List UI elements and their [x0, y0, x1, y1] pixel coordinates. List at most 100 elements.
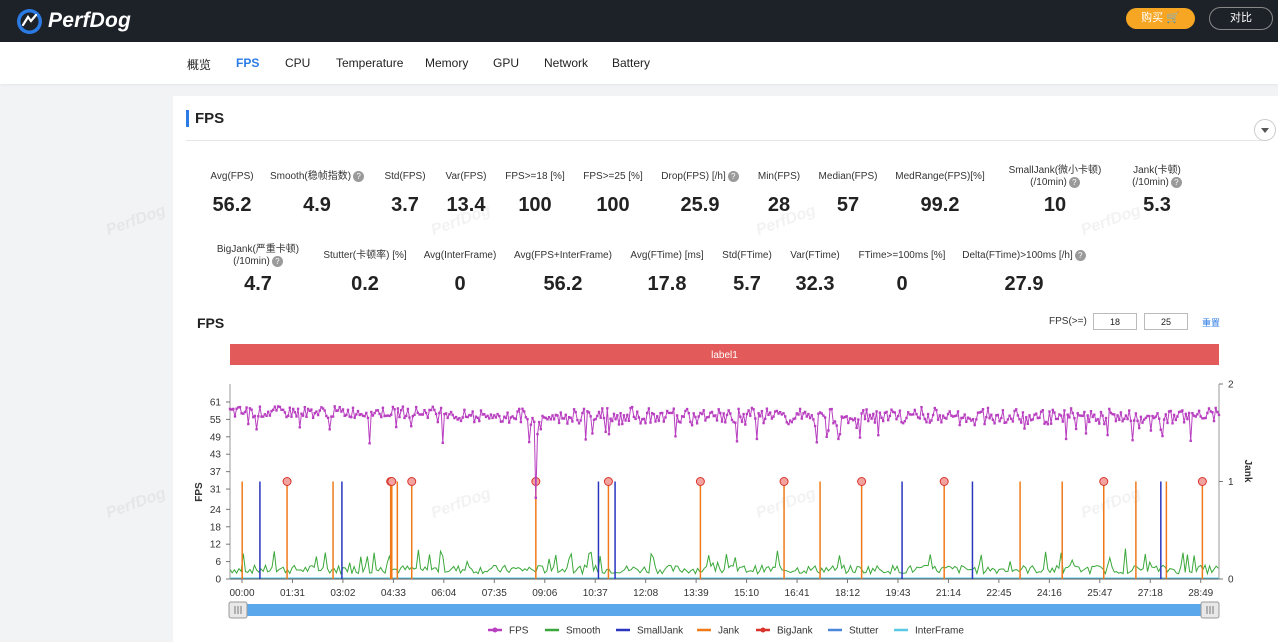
y-tick-label-left: 12 — [210, 540, 222, 551]
tab-battery[interactable]: Battery — [612, 56, 651, 70]
metric-label-unit: (/10min)? — [1132, 176, 1182, 189]
metric-card: Var(FPS) 13.4 — [406, 164, 526, 217]
metric-label: FPS>=25 [%] — [553, 164, 673, 190]
smooth-series-line — [229, 548, 1219, 576]
bigjank-marker-dot — [695, 477, 705, 486]
reset-link[interactable]: 重置 — [1202, 318, 1221, 328]
y-tick-label-right: 1 — [1228, 477, 1234, 488]
metric-label: Avg(FPS+InterFrame) — [503, 243, 623, 269]
metric-label: Avg(FPS) — [172, 164, 292, 190]
help-icon[interactable]: ? — [727, 170, 739, 182]
metric-value: 0 — [454, 273, 466, 295]
x-tick-label: 22:45 — [986, 588, 1011, 599]
metric-label: FPS>=18 [%] — [475, 164, 595, 190]
metric-label: Median(FPS) — [788, 164, 908, 190]
collapse-toggle-icon[interactable] — [1254, 119, 1276, 141]
metric-value: 100 — [596, 194, 630, 216]
metric-card: Var(FTime) 32.3 — [755, 243, 875, 296]
metric-label-text: Std(FTime) — [722, 250, 772, 261]
metric-label-unit: (/10min)? — [1030, 176, 1080, 189]
legend-item-label: SmallJank — [637, 626, 684, 637]
metric-card: Std(FPS) 3.7 — [345, 164, 465, 217]
help-icon[interactable]: ? — [271, 255, 283, 267]
metric-label-text: Avg(FTime) [ms] — [630, 250, 704, 261]
metric-card: SmallJank(微小卡顿) (/10min)? 10 — [995, 164, 1115, 217]
metric-card: Min(FPS) 28 — [719, 164, 839, 217]
panel-title: FPS — [195, 110, 225, 127]
bigjank-marker-dot — [387, 477, 397, 486]
metric-value: 3.7 — [391, 194, 419, 216]
metric-label-text: MedRange(FPS)[%] — [895, 171, 985, 182]
metric-value: 57 — [836, 194, 860, 216]
metric-label-text: Drop(FPS) [/h]? — [661, 170, 739, 183]
tab-memory[interactable]: Memory — [425, 56, 469, 70]
x-tick-label: 19:43 — [885, 588, 910, 599]
tab-cpu[interactable]: CPU — [285, 56, 311, 70]
x-tick-label: 10:37 — [583, 588, 608, 599]
tab-network[interactable]: Network — [544, 56, 589, 70]
metric-card: Stutter(卡顿率) [%] 0.2 — [305, 243, 425, 296]
metric-label: Var(FTime) — [755, 243, 875, 269]
metric-value: 32.3 — [795, 273, 835, 295]
metric-card: Avg(FPS+InterFrame) 56.2 — [503, 243, 623, 296]
metric-label-text: Avg(FPS) — [210, 171, 254, 182]
panel-accent-bar — [186, 110, 189, 127]
metric-value: 99.2 — [920, 194, 960, 216]
x-tick-label: 24:16 — [1037, 588, 1062, 599]
metric-card: FTime>=100ms [%] 0 — [842, 243, 962, 296]
buy-button-label: 购买 — [1141, 12, 1164, 24]
help-icon[interactable]: ? — [353, 170, 365, 182]
metric-card: Std(FTime) 5.7 — [687, 243, 807, 296]
x-tick-label: 13:39 — [684, 588, 709, 599]
bigjank-marker-dot — [603, 477, 613, 486]
fps-threshold-input-1[interactable] — [1093, 313, 1137, 330]
legend-item-label: BigJank — [777, 626, 814, 637]
y-tick-label-left: 18 — [210, 522, 222, 533]
y-tick-label-left: 24 — [210, 505, 222, 516]
metric-label-text: FTime>=100ms [%] — [858, 250, 946, 261]
metric-card: Avg(InterFrame) 0 — [400, 243, 520, 296]
bigjank-marker-dot — [857, 477, 867, 486]
metric-label-text: Var(FTime) — [790, 250, 840, 261]
tab-temperature[interactable]: Temperature — [336, 56, 404, 70]
compare-button[interactable]: 对比 — [1209, 7, 1273, 30]
metric-label: Smooth(稳帧指数)? — [257, 164, 377, 190]
metric-card: Avg(FPS) 56.2 — [172, 164, 292, 217]
metric-card: MedRange(FPS)[%] 99.2 — [880, 164, 1000, 217]
metric-label-text: Smooth(稳帧指数)? — [270, 170, 365, 183]
tab-gpu[interactable]: GPU — [493, 56, 520, 70]
tab-fps[interactable]: FPS — [236, 56, 260, 70]
metric-label-text: FPS>=25 [%] — [583, 171, 643, 182]
metric-card: FPS>=25 [%] 100 — [553, 164, 673, 217]
bigjank-marker-dot — [282, 477, 292, 486]
help-icon[interactable]: ? — [1170, 176, 1182, 188]
x-tick-label: 12:08 — [633, 588, 658, 599]
metric-label: MedRange(FPS)[%] — [880, 164, 1000, 190]
legend-item-label: FPS — [509, 626, 529, 637]
x-tick-label: 07:35 — [482, 588, 507, 599]
help-icon[interactable]: ? — [1074, 249, 1086, 261]
tab-overview[interactable]: 概览 — [187, 58, 212, 72]
x-tick-label: 01:31 — [280, 588, 305, 599]
metric-label: Avg(FTime) [ms] — [607, 243, 727, 269]
legend-swatch-dot — [492, 627, 498, 633]
range-slider-track[interactable] — [232, 604, 1210, 616]
metric-label: FTime>=100ms [%] — [842, 243, 962, 269]
fps-threshold-input-2[interactable] — [1144, 313, 1188, 330]
help-icon[interactable]: ? — [1068, 176, 1080, 188]
y-tick-label-right: 2 — [1228, 380, 1234, 391]
logo: PerfDog — [16, 5, 131, 37]
bigjank-marker-dot — [407, 477, 417, 486]
perfdog-logo-icon — [17, 8, 42, 34]
buy-button[interactable]: 购买 🛒 — [1126, 8, 1195, 29]
x-tick-label: 21:14 — [936, 588, 961, 599]
x-tick-label: 15:10 — [734, 588, 759, 599]
metric-value: 10 — [1043, 194, 1067, 216]
logo-text: PerfDog — [48, 9, 132, 32]
x-tick-label: 04:33 — [381, 588, 406, 599]
metric-label-text: Avg(FPS+InterFrame) — [514, 250, 612, 261]
y-tick-label-left: 61 — [210, 398, 222, 409]
fps-panel: FPS — [173, 96, 1278, 642]
legend-item-label: Stutter — [849, 626, 879, 637]
